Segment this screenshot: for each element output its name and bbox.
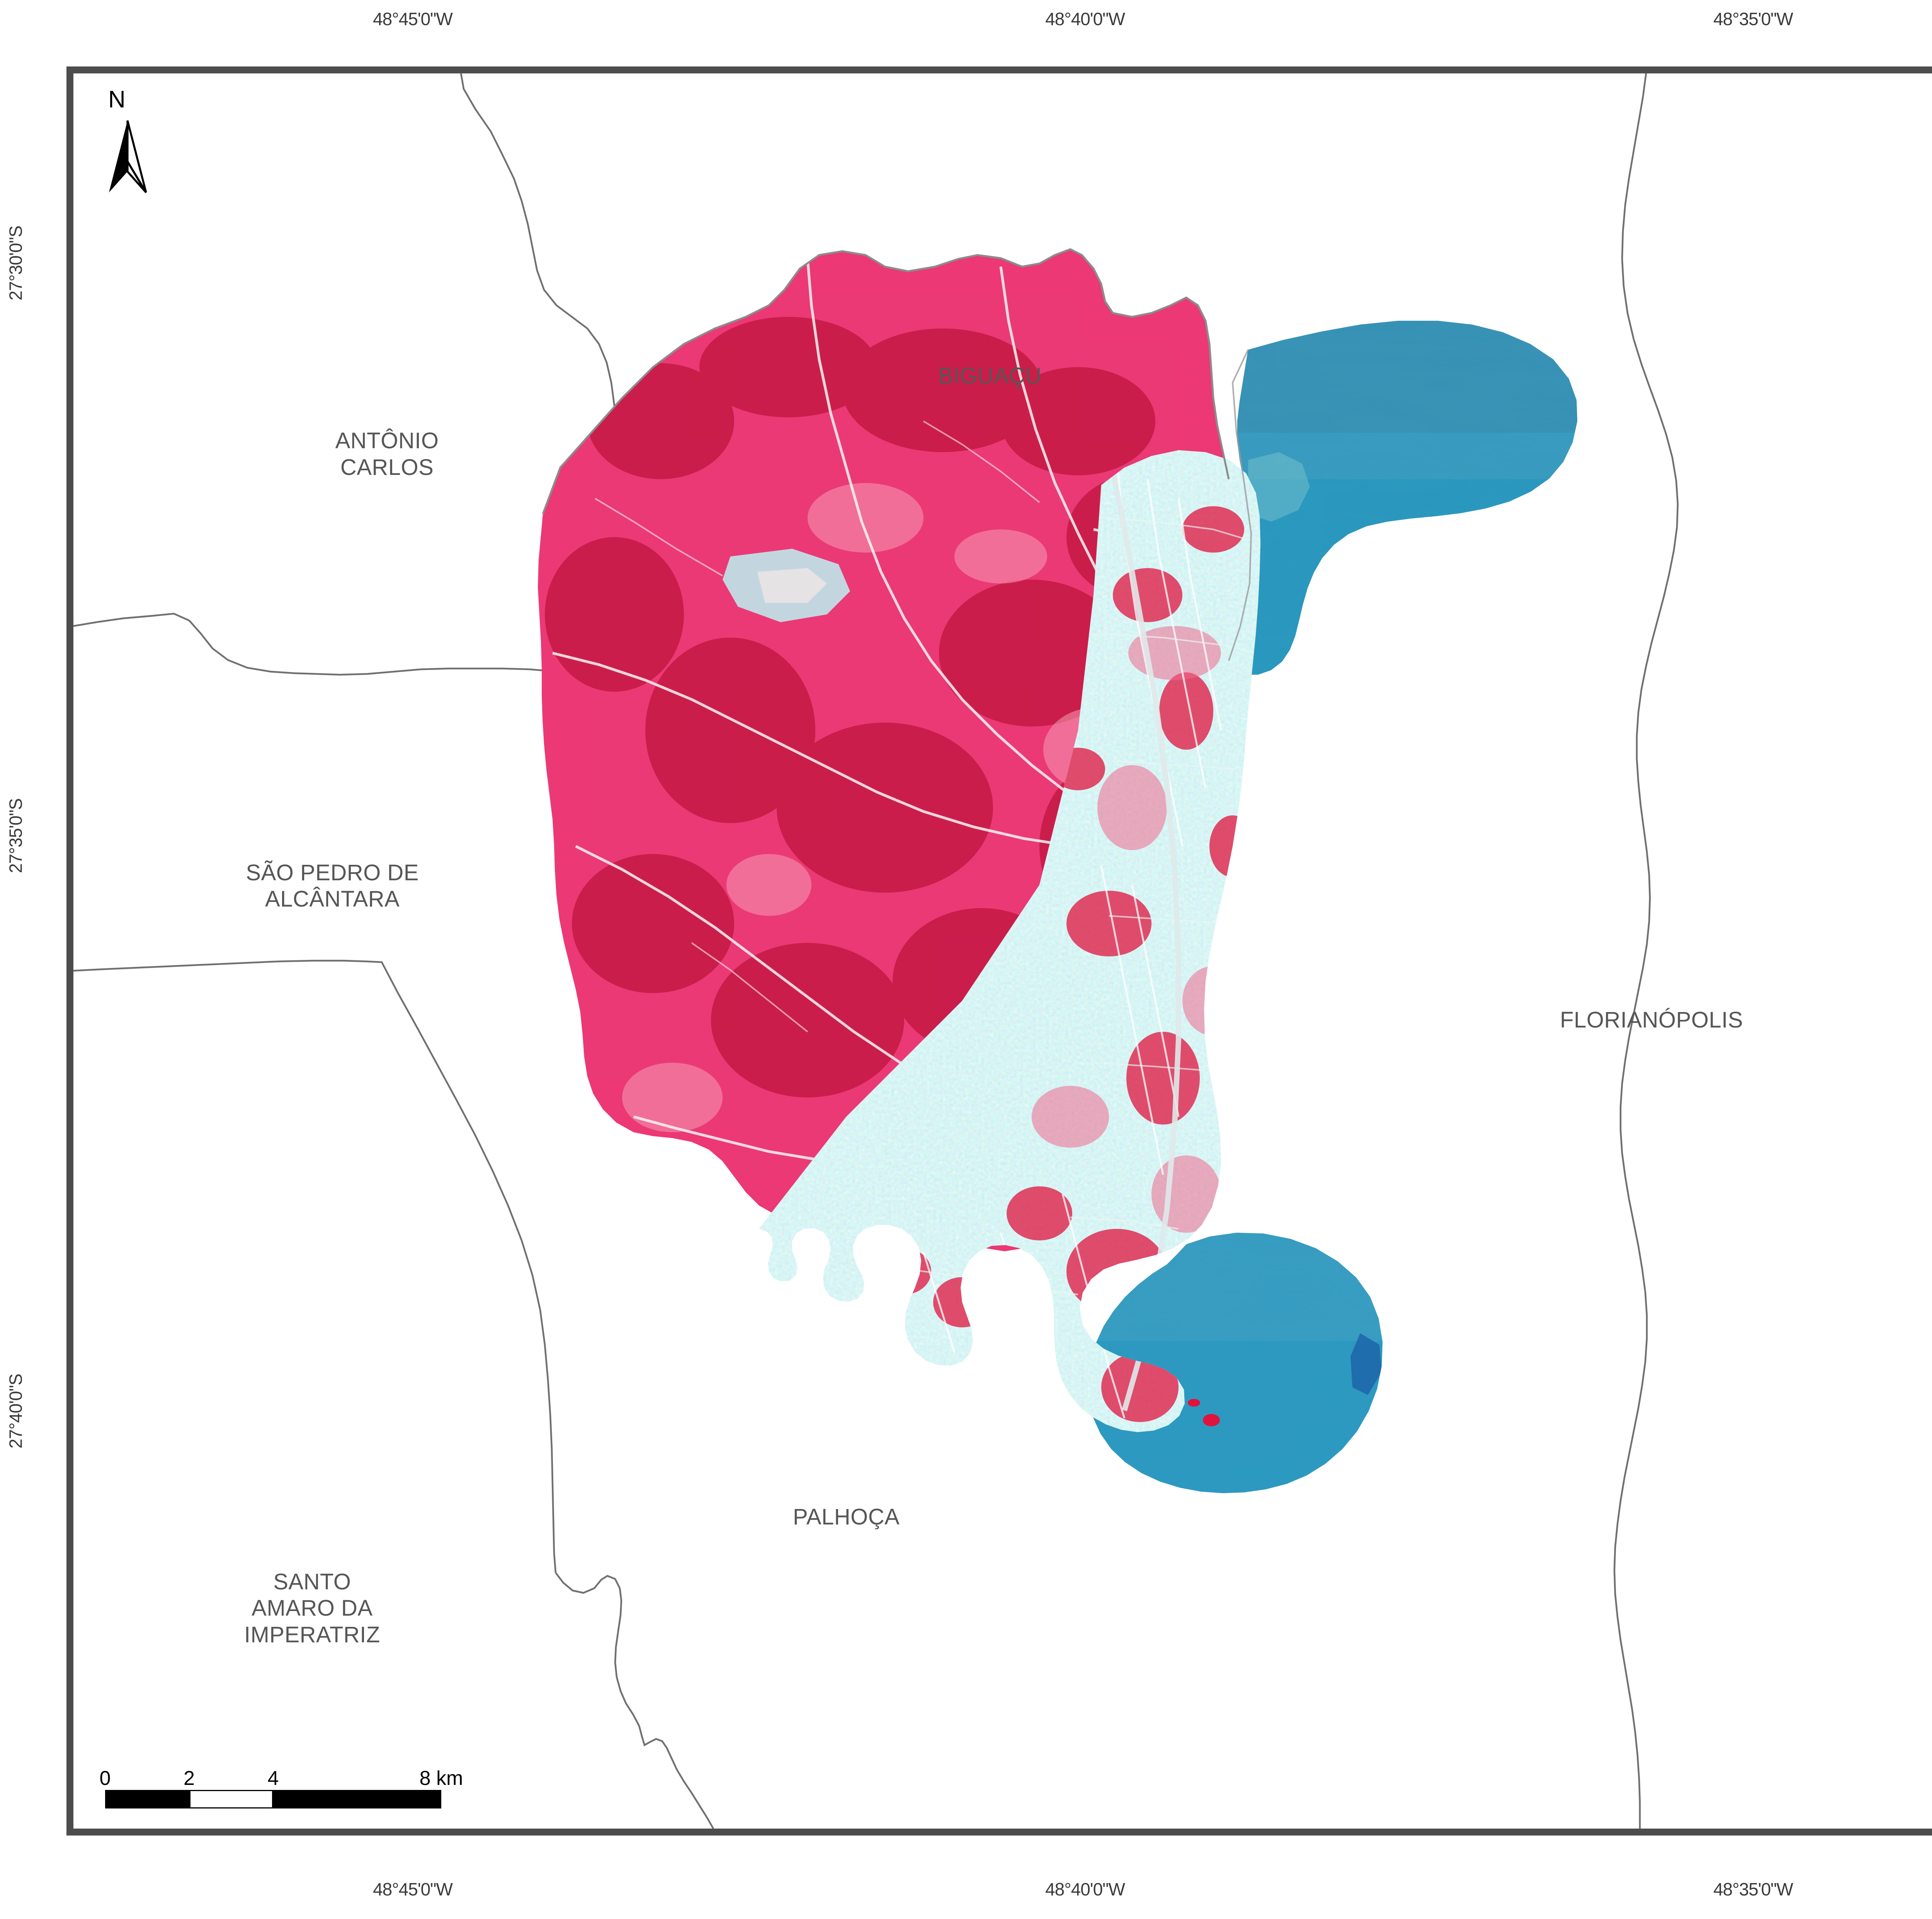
scale-tick-4: 4	[267, 1767, 279, 1790]
muni-label-antonio-carlos: ANTÔNIO CARLOS	[335, 428, 439, 480]
lat-label-1: 27°30'0"S	[5, 226, 26, 301]
north-arrow-label: N	[108, 86, 126, 113]
muni-label-florianopolis: FLORIANÓPOLIS	[1560, 1007, 1743, 1033]
scale-bar-labels: 0 2 4 8 km	[100, 1766, 463, 1790]
lat-tick-3	[66, 1398, 73, 1401]
scale-seg-3	[273, 1790, 441, 1808]
map-canvas[interactable]: N ANTÔNIO CARLOS BIGUAÇU SÃO PEDRO DE AL…	[73, 73, 1932, 1829]
lon-label-top-3: 48°35'0"W	[1713, 9, 1793, 29]
lon-label-top-2: 48°40'0"W	[1045, 9, 1125, 29]
scale-bar-graphic	[105, 1790, 441, 1808]
coastline	[1228, 349, 1252, 661]
lon-tick-top-3	[1748, 66, 1751, 73]
muni-label-biguacu: BIGUAÇU	[938, 363, 1042, 389]
lon-label-bottom-1: 48°45'0"W	[373, 1879, 453, 1899]
scale-tick-2: 2	[184, 1767, 195, 1790]
lat-tick-1	[66, 259, 73, 262]
lon-tick-bottom-2	[1085, 1829, 1088, 1836]
scale-tick-8km: 8 km	[419, 1767, 463, 1790]
lon-tick-top-2	[1085, 66, 1088, 73]
muni-label-palhoca: PALHOÇA	[793, 1504, 900, 1529]
muni-label-santo-amaro-da-imperatriz: SANTO AMARO DA IMPERATRIZ	[244, 1569, 380, 1647]
lat-label-3: 27°40'0"S	[5, 1374, 26, 1449]
north-arrow: N	[104, 86, 151, 193]
scale-bar: 0 2 4 8 km	[100, 1766, 463, 1808]
lon-tick-bottom-1	[417, 1829, 420, 1836]
lon-label-bottom-3: 48°35'0"W	[1713, 1879, 1793, 1899]
bay-islands	[1188, 1399, 1220, 1426]
lat-label-2: 27°35'0"S	[5, 798, 26, 873]
lat-tick-2	[66, 828, 73, 831]
lon-label-top-1: 48°45'0"W	[373, 9, 453, 29]
limite-municipal-outline	[542, 248, 1230, 514]
lon-tick-bottom-3	[1748, 1829, 1751, 1836]
lon-tick-top-1	[417, 66, 420, 73]
scale-tick-0: 0	[99, 1767, 111, 1790]
map-graphics	[73, 73, 1679, 1829]
scale-seg-2	[189, 1790, 273, 1808]
lon-label-bottom-2: 48°40'0"W	[1045, 1879, 1125, 1899]
scale-seg-1	[105, 1790, 189, 1808]
muni-label-sao-pedro-de-alcantara: SÃO PEDRO DE ALCÂNTARA	[246, 860, 419, 912]
map-frame: N ANTÔNIO CARLOS BIGUAÇU SÃO PEDRO DE AL…	[66, 66, 1932, 1836]
